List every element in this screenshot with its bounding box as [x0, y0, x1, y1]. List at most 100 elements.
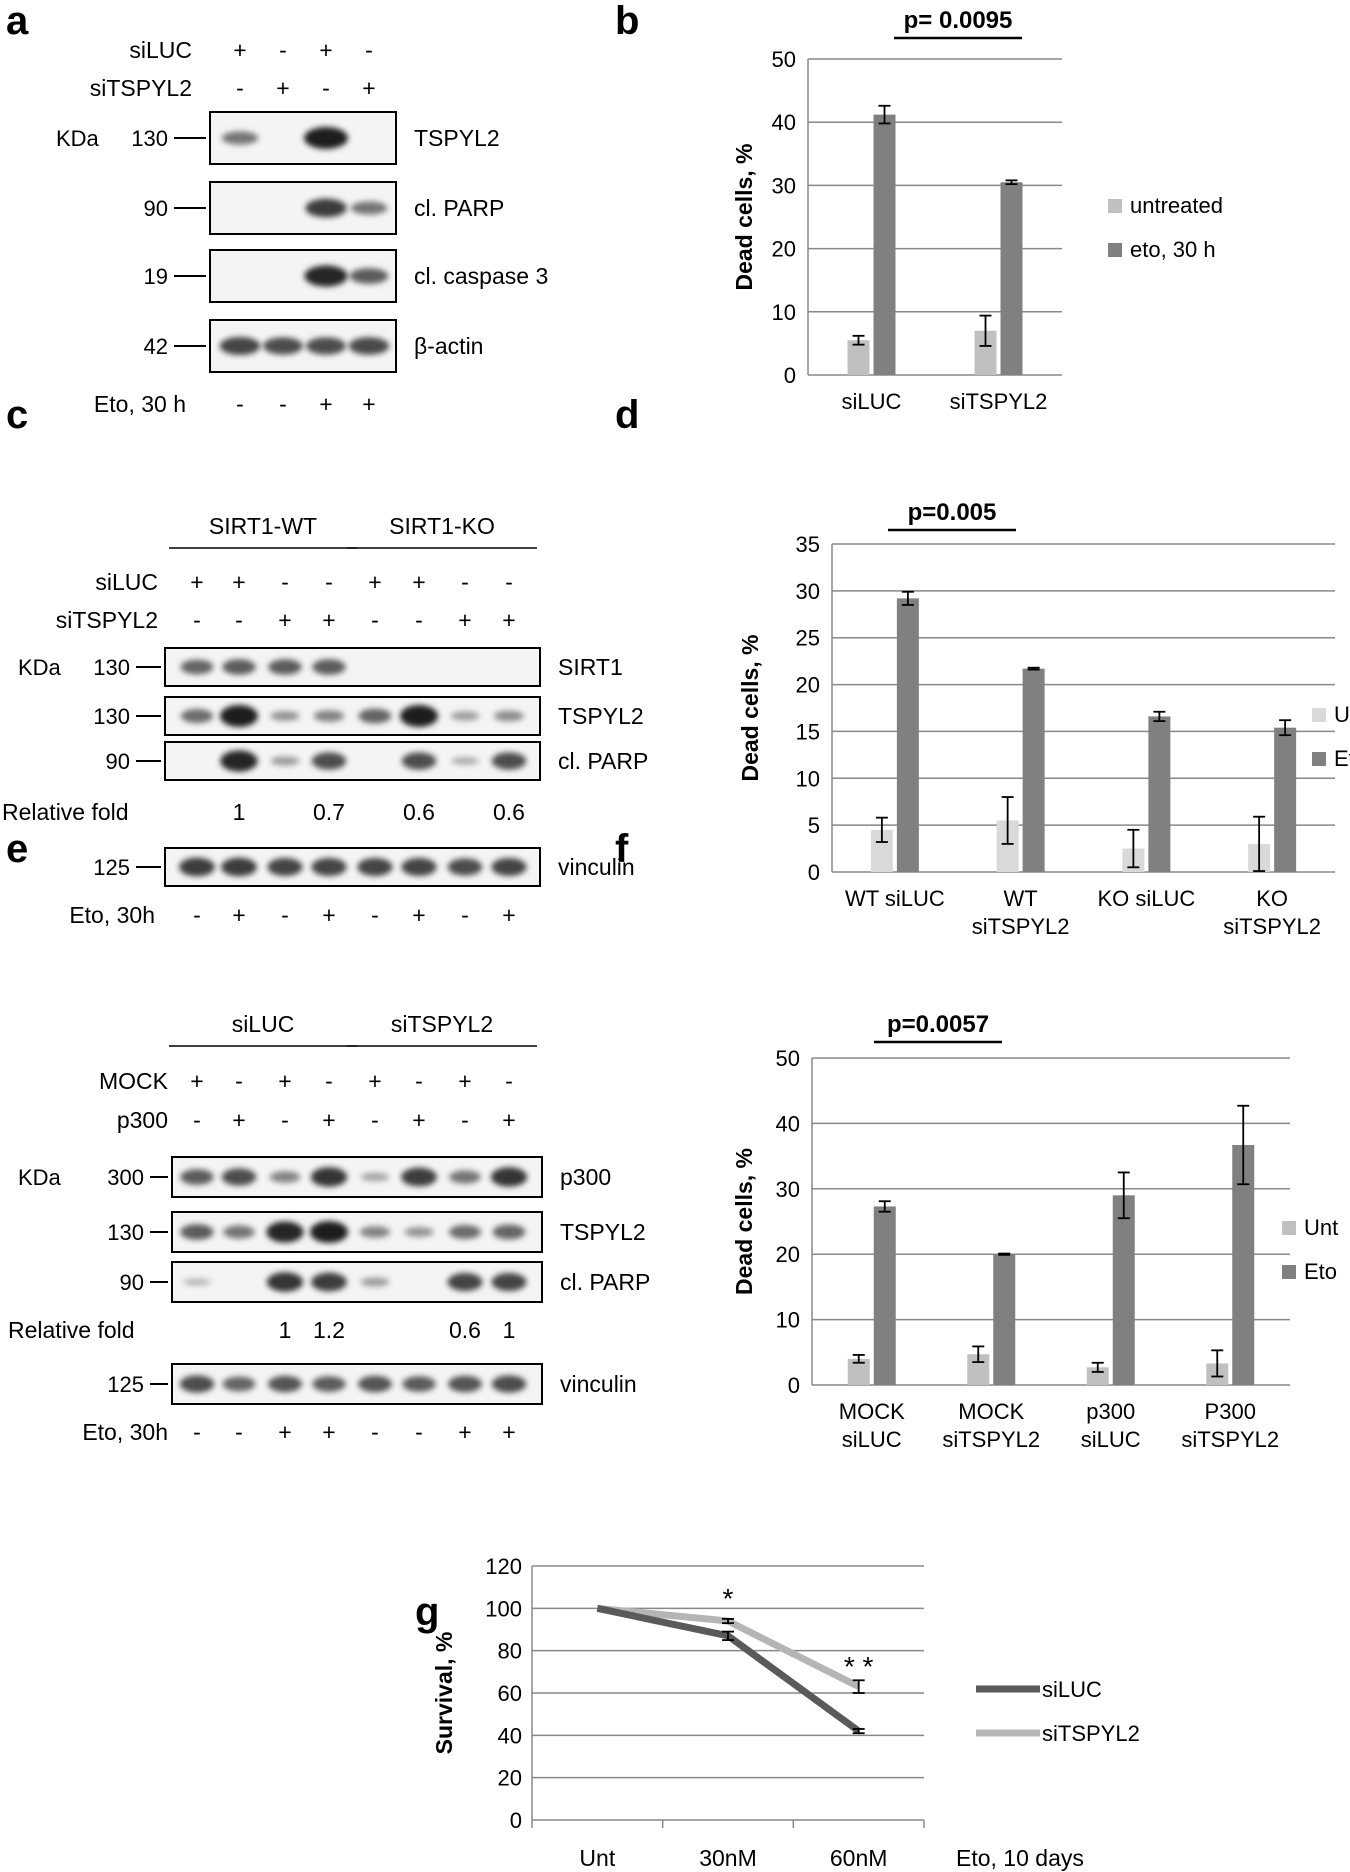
blot-band	[270, 711, 300, 721]
y-axis-label: Dead cells, %	[731, 1148, 757, 1295]
legend-label: siTSPYL2	[1042, 1721, 1140, 1746]
sign-mark: -	[325, 1068, 333, 1094]
y-axis-label: Dead cells, %	[737, 634, 763, 781]
relative-fold-value: 0.7	[313, 799, 345, 825]
sign-mark: +	[502, 607, 515, 633]
y-tick-label: 30	[796, 579, 820, 604]
protein-label: TSPYL2	[558, 703, 644, 729]
sign-mark: +	[276, 75, 289, 101]
blot-band	[447, 858, 483, 876]
blot-band	[313, 710, 345, 722]
sign-mark: +	[322, 902, 335, 928]
relative-fold-value: 0.6	[493, 799, 525, 825]
y-tick-label: 40	[772, 110, 796, 135]
y-tick-label: 120	[485, 1554, 522, 1579]
sign-mark: -	[322, 75, 330, 101]
protein-label: p300	[560, 1164, 611, 1190]
bar	[1112, 1195, 1135, 1385]
blot-band	[223, 1225, 255, 1239]
legend-label: Unt	[1334, 702, 1350, 727]
blot-band	[180, 1224, 214, 1240]
y-tick-label: 15	[796, 719, 820, 744]
sign-mark: +	[368, 1068, 381, 1094]
sign-mark: +	[190, 1068, 203, 1094]
legend-swatch	[1312, 752, 1326, 766]
y-tick-label: 0	[808, 860, 820, 885]
blot-band	[266, 1272, 304, 1292]
sign-mark: -	[415, 1419, 423, 1445]
blot-band	[357, 858, 393, 876]
kda-value: 19	[144, 264, 168, 289]
legend-swatch	[1282, 1265, 1296, 1279]
sign-mark: +	[502, 1107, 515, 1133]
kda-label: KDa	[56, 126, 100, 151]
x-tick-label: MOCK	[839, 1399, 905, 1424]
relative-fold-value: 0.6	[449, 1317, 481, 1343]
bar	[1232, 1144, 1255, 1385]
row-label: siLUC	[95, 569, 158, 595]
sign-mark: +	[322, 607, 335, 633]
sign-mark: -	[193, 607, 201, 633]
protein-label: cl. caspase 3	[414, 263, 548, 289]
panel-letter-f: f	[615, 827, 629, 871]
blot-band	[491, 1273, 527, 1291]
group-label: siTSPYL2	[391, 1011, 493, 1037]
sign-mark: +	[362, 75, 375, 101]
panel-letter-g: g	[415, 1590, 439, 1634]
sign-mark: +	[322, 1107, 335, 1133]
sign-mark: +	[278, 607, 291, 633]
sign-mark: +	[368, 569, 381, 595]
legend-label: Eto	[1304, 1259, 1337, 1284]
sign-mark: -	[193, 902, 201, 928]
row-label: siTSPYL2	[90, 75, 192, 101]
legend-label: Unt	[1304, 1215, 1338, 1240]
kda-value: 125	[93, 855, 130, 880]
blot-band	[491, 858, 527, 876]
sign-mark: -	[461, 569, 469, 595]
x-tick-label: P300	[1205, 1399, 1256, 1424]
legend-swatch	[1312, 708, 1326, 722]
x-tick-label: 60nM	[830, 1845, 888, 1871]
sign-mark: -	[236, 75, 244, 101]
sign-mark: -	[235, 1419, 243, 1445]
y-tick-label: 10	[772, 300, 796, 325]
kda-value: 130	[93, 704, 130, 729]
y-tick-label: 10	[796, 766, 820, 791]
sign-mark: -	[461, 902, 469, 928]
sign-mark: -	[371, 607, 379, 633]
protein-label: cl. PARP	[414, 195, 504, 221]
protein-label: cl. PARP	[560, 1269, 650, 1295]
row-label: p300	[117, 1107, 168, 1133]
blot-band	[305, 337, 347, 355]
sign-mark: -	[415, 1068, 423, 1094]
blot-frame	[164, 647, 541, 687]
kda-value: 90	[106, 749, 130, 774]
sign-mark: +	[278, 1419, 291, 1445]
sign-mark: -	[193, 1107, 201, 1133]
y-tick-label: 5	[808, 813, 820, 838]
kda-label: KDa	[18, 655, 62, 680]
p-value: p= 0.0095	[904, 7, 1013, 34]
blot-band	[269, 1171, 301, 1183]
sign-mark: +	[322, 1419, 335, 1445]
sign-mark: +	[232, 569, 245, 595]
blot-band	[266, 1221, 304, 1243]
blot-band	[221, 131, 259, 145]
blot-band	[221, 857, 257, 877]
panel-letter-d: d	[615, 393, 639, 437]
y-tick-label: 40	[498, 1723, 522, 1748]
x-tick-label: MOCK	[958, 1399, 1024, 1424]
blot-band	[360, 1277, 390, 1287]
bar	[993, 1254, 1016, 1385]
y-tick-label: 0	[784, 363, 796, 388]
significance-asterisk: * *	[844, 1651, 874, 1682]
bar	[847, 1358, 870, 1385]
x-tick-label: siLUC	[1081, 1427, 1141, 1452]
blot-band	[304, 127, 348, 149]
y-tick-label: 0	[788, 1373, 800, 1398]
sign-mark: -	[505, 569, 513, 595]
panel-letter-a: a	[6, 0, 29, 43]
sign-mark: +	[502, 1419, 515, 1445]
sign-mark: +	[458, 607, 471, 633]
